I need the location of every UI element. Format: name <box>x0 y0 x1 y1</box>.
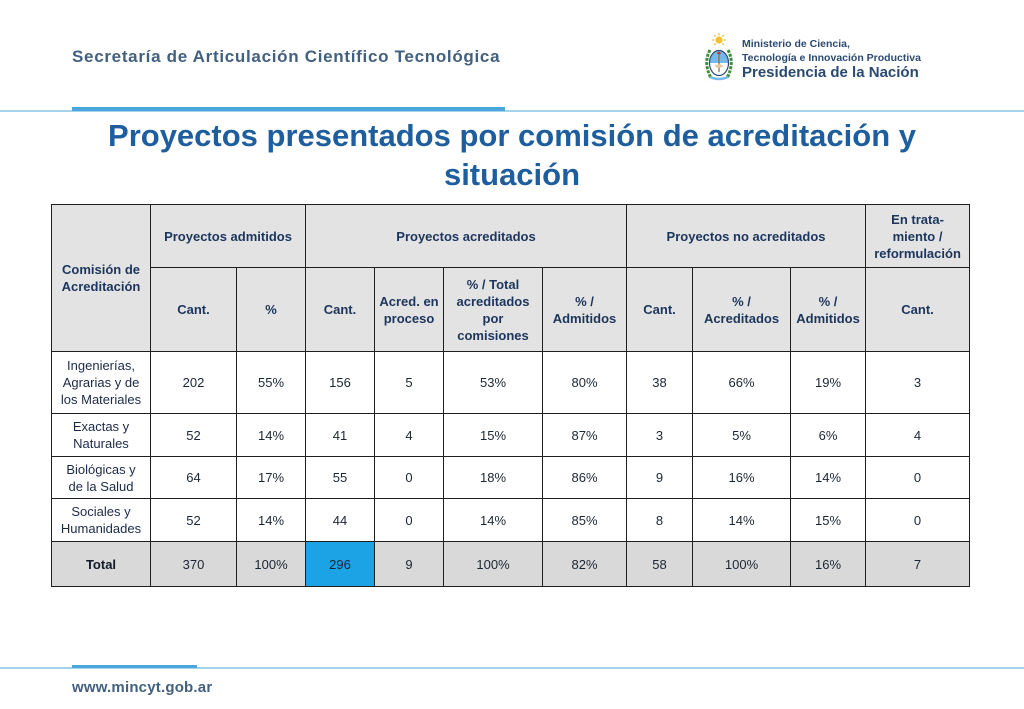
table-cell: 3 <box>865 351 971 414</box>
subheader-not-accredited-count: Cant. <box>626 267 694 352</box>
table-row: Ingenierías, Agrarias y de los Materiale… <box>51 351 971 414</box>
table-cell: 52 <box>150 498 237 542</box>
table-cell: 6% <box>790 413 867 457</box>
table-cell: 0 <box>374 456 444 499</box>
row-label: Sociales y Humanidades <box>51 498 151 542</box>
table-cell: 100% <box>443 541 543 587</box>
column-header-not-accredited: Proyectos no acreditados <box>626 204 867 268</box>
table-cell: 202 <box>150 351 237 414</box>
table-cell: 41 <box>305 413 375 457</box>
table-cell: 14% <box>692 498 792 542</box>
subheader-accredited-in-process: Acred. en proceso <box>374 267 444 352</box>
table-cell: 16% <box>692 456 792 499</box>
row-label: Biológicas y de la Salud <box>51 456 151 499</box>
table-cell: 7 <box>865 541 971 587</box>
table-cell: 8 <box>626 498 694 542</box>
table-cell: 5 <box>374 351 444 414</box>
subheader-admitted-percent: % <box>236 267 306 352</box>
table-cell: 5% <box>692 413 792 457</box>
organization-name: Secretaría de Articulación Científico Te… <box>72 47 501 66</box>
header-divider <box>0 110 1024 112</box>
subheader-not-accredited-percent-admitted: % / Admitidos <box>790 267 867 352</box>
table-cell: 0 <box>865 498 971 542</box>
total-label: Total <box>51 541 151 587</box>
table-cell: 14% <box>790 456 867 499</box>
subheader-in-treatment-count: Cant. <box>865 267 971 352</box>
subheader-not-accredited-percent-accredited: % / Acreditados <box>692 267 792 352</box>
footer-divider <box>0 667 1024 669</box>
table-cell: 38 <box>626 351 694 414</box>
table-cell: 55% <box>236 351 306 414</box>
column-header-commission: Comisión de Acreditación <box>51 204 151 352</box>
table-cell: 53% <box>443 351 543 414</box>
table-row: Exactas y Naturales 52 14% 41 4 15% 87% … <box>51 413 971 457</box>
ribbon <box>709 75 729 81</box>
sun <box>712 33 726 46</box>
table-row: Sociales y Humanidades 52 14% 44 0 14% 8… <box>51 498 971 542</box>
table-cell: 100% <box>692 541 792 587</box>
column-header-admitted: Proyectos admitidos <box>150 204 306 268</box>
table-cell: 100% <box>236 541 306 587</box>
header-row-subcolumns: Cant. % Cant. Acred. en proceso % / Tota… <box>52 267 971 352</box>
table-cell: 370 <box>150 541 237 587</box>
coat-of-arms-icon <box>705 33 733 81</box>
footer-url: www.mincyt.gob.ar <box>72 679 213 696</box>
header-row-groups: Comisión de Acreditación Proyectos admit… <box>51 204 971 352</box>
table-cell: 15% <box>790 498 867 542</box>
total-row: Total 370 100% 296 9 100% 82% 58 100% 16… <box>51 541 971 587</box>
table-cell: 82% <box>541 541 628 587</box>
table-cell: 16% <box>790 541 867 587</box>
subheader-admitted-count: Cant. <box>150 267 237 352</box>
table-cell: 52 <box>150 413 237 457</box>
table-cell: 14% <box>236 413 306 457</box>
subheader-accredited-percent-total: % / Total acreditados por comisiones <box>443 267 543 352</box>
table-cell: 9 <box>374 541 444 587</box>
table-cell: 3 <box>626 413 694 457</box>
table-cell: 0 <box>865 456 971 499</box>
table-cell: 87% <box>541 413 628 457</box>
table-cell: 66% <box>692 351 792 414</box>
table-cell: 64 <box>150 456 237 499</box>
row-label: Ingenierías, Agrarias y de los Materiale… <box>51 351 151 414</box>
logo-line-ministry: Ministerio de Ciencia, <box>742 38 850 50</box>
laurel-left <box>705 49 713 79</box>
subheader-accredited-count: Cant. <box>305 267 375 352</box>
table-cell: 58 <box>626 541 694 587</box>
table-cell: 14% <box>236 498 306 542</box>
projects-table: Comisión de Acreditación Proyectos admit… <box>51 204 971 587</box>
column-header-accredited: Proyectos acreditados <box>304 204 628 268</box>
table-cell: 86% <box>541 456 628 499</box>
row-label: Exactas y Naturales <box>51 413 151 457</box>
column-header-in-treatment: En trata- miento / reformulación <box>865 204 971 268</box>
subheader-accredited-percent-admitted: % / Admitidos <box>541 267 628 352</box>
ministry-logo: Ministerio de Ciencia, Tecnología e Inno… <box>701 33 924 83</box>
table-cell: 0 <box>374 498 444 542</box>
table-cell: 17% <box>236 456 306 499</box>
slide-title: Proyectos presentados por comisión de ac… <box>108 118 916 192</box>
table-cell: 15% <box>443 413 543 457</box>
table-cell: 44 <box>305 498 375 542</box>
laurel-right <box>725 49 733 79</box>
logo-line-ministry-area: Tecnología e Innovación Productiva <box>742 52 921 64</box>
logo-line-presidency: Presidencia de la Nación <box>742 64 919 81</box>
table-cell: 80% <box>541 351 628 414</box>
table-cell: 19% <box>790 351 867 414</box>
table-row: Biológicas y de la Salud 64 17% 55 0 18%… <box>51 456 971 499</box>
table-cell: 4 <box>374 413 444 457</box>
table-cell: 4 <box>865 413 971 457</box>
table-cell: 9 <box>626 456 694 499</box>
header-divider-accent <box>72 107 505 111</box>
table-cell: 18% <box>443 456 543 499</box>
table-cell: 55 <box>305 456 375 499</box>
highlighted-cell: 296 <box>305 541 375 587</box>
table-cell: 14% <box>443 498 543 542</box>
table-cell: 156 <box>305 351 375 414</box>
footer-divider-accent <box>72 665 197 668</box>
table-cell: 85% <box>541 498 628 542</box>
